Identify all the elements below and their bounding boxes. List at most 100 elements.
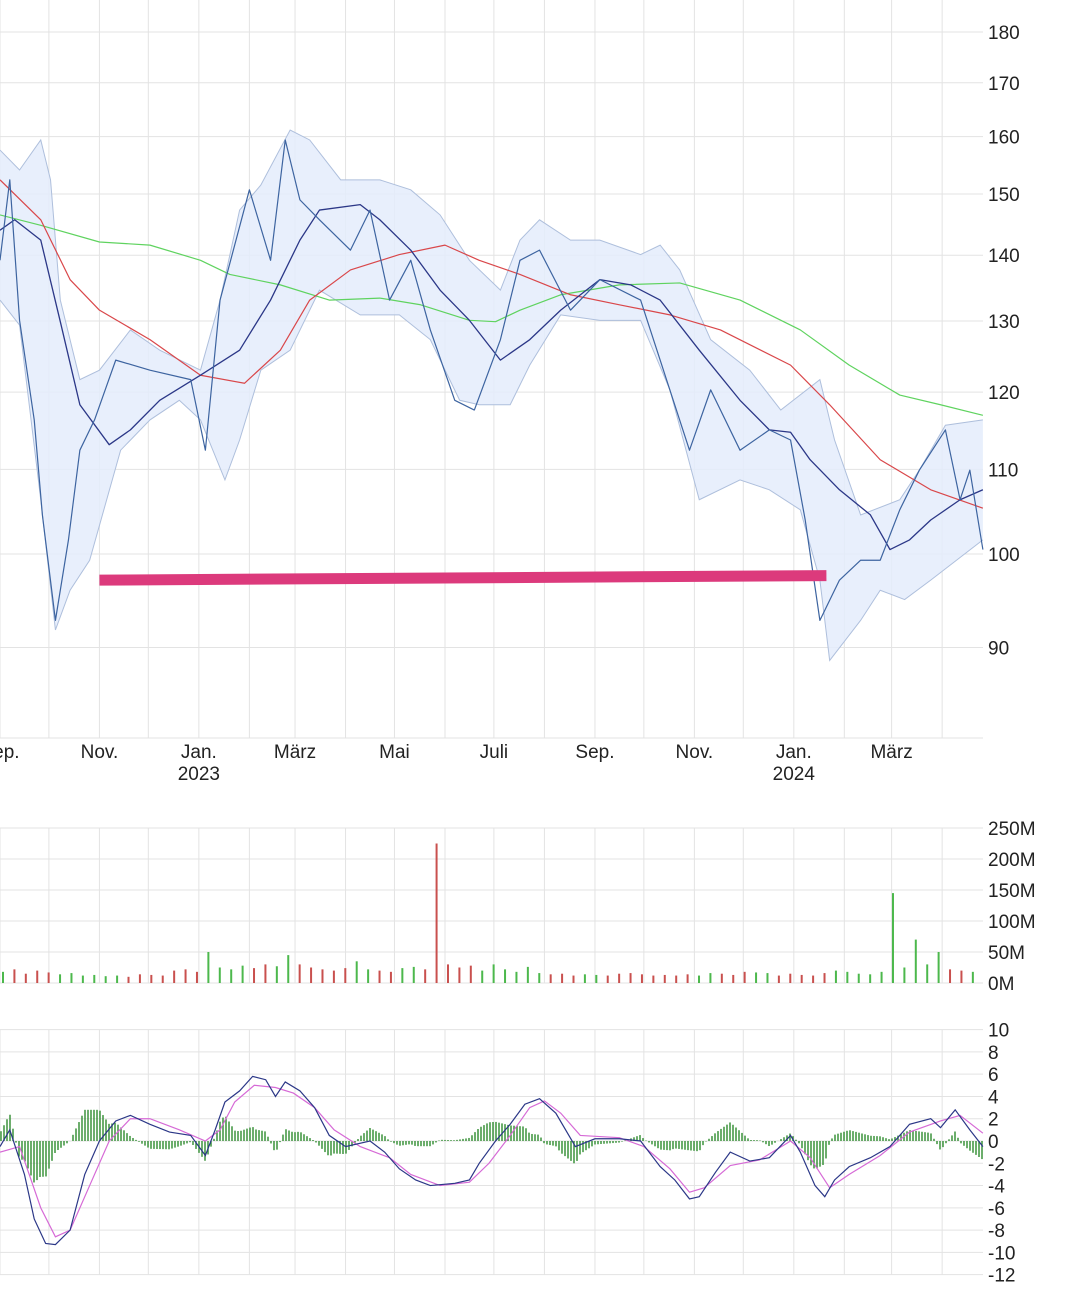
volume-bar [526, 966, 529, 983]
date-axis-tick-label: März [274, 742, 316, 763]
price-panel: 90 100 110 120 130 140 150 160 170 180 Sep. Nov. Jan… [0, 0, 1020, 785]
macd-axis-tick-label: -6 [988, 1199, 1005, 1220]
volume-bar [572, 975, 575, 983]
volume-axis-tick-label: 100M [988, 912, 1036, 933]
volume-bar [698, 975, 701, 983]
volume-bar [663, 974, 666, 983]
price-axis-tick-label: 90 [988, 639, 1009, 660]
macd-axis-tick-label: 4 [988, 1087, 999, 1108]
macd-axis-tick-label: -12 [988, 1266, 1015, 1287]
date-axis-tick-label: Jan. [776, 742, 812, 763]
volume-bar [230, 969, 233, 983]
volume-bar [150, 974, 153, 983]
moving-average-short-line [0, 204, 984, 551]
volume-axis-tick-label: 50M [988, 943, 1025, 964]
volume-bar [504, 969, 507, 983]
volume-bar [823, 973, 826, 983]
volume-bar [652, 975, 655, 983]
volume-bar [914, 939, 917, 983]
volume-bar [412, 966, 415, 983]
volume-bar [812, 975, 815, 983]
macd-axis-tick-label: 0 [988, 1132, 999, 1153]
volume-bar [13, 969, 16, 983]
volume-bar [332, 970, 335, 983]
macd-axis-tick-label: 8 [988, 1043, 999, 1064]
volume-bar [446, 964, 449, 983]
volume-bar [264, 964, 267, 983]
volume-bar [880, 971, 883, 983]
volume-bar [116, 975, 119, 983]
macd-axis-tick-label: -10 [988, 1243, 1015, 1264]
volume-bar [138, 974, 141, 983]
volume-bar [401, 968, 404, 983]
volume-bar [241, 965, 244, 983]
price-axis-tick-label: 180 [988, 23, 1020, 44]
volume-bar [36, 970, 39, 983]
close-price-line [0, 139, 984, 621]
volume-axis-tick-label: 200M [988, 850, 1036, 871]
volume-bar [949, 969, 952, 983]
volume-bar [389, 971, 392, 983]
volume-bar [492, 964, 495, 983]
price-axis-tick-label: 120 [988, 383, 1020, 404]
volume-bar [777, 975, 780, 983]
volume-bar [59, 974, 62, 983]
volume-bar [275, 966, 278, 983]
date-axis-tick-label: Mai [379, 742, 410, 763]
date-axis-tick-label: Nov. [81, 742, 119, 763]
volume-bar [344, 968, 347, 983]
volume-bar [891, 893, 894, 983]
volume-bar [595, 974, 598, 983]
macd-axis-tick-label: 2 [988, 1110, 999, 1131]
price-axis-tick-label: 100 [988, 545, 1020, 566]
volume-bar [640, 974, 643, 983]
date-axis-tick-label: Sep. [575, 742, 614, 763]
price-axis-tick-label: 170 [988, 74, 1020, 95]
date-axis-year-label: 2024 [773, 764, 816, 785]
volume-bar [253, 968, 256, 983]
price-axis-tick-label: 140 [988, 246, 1020, 267]
volume-bar [458, 967, 461, 983]
volume-bar [47, 972, 50, 983]
volume-bar [789, 973, 792, 983]
volume-bar [310, 967, 313, 983]
volume-bar [743, 971, 746, 983]
volume-bar [70, 973, 73, 983]
macd-signal-line [0, 1084, 984, 1238]
volume-bar [378, 970, 381, 983]
volume-bar [709, 973, 712, 983]
volume-bar [184, 969, 187, 983]
volume-bar [161, 975, 164, 983]
volume-bar [720, 973, 723, 983]
volume-bar [127, 976, 130, 983]
volume-panel: 0M 50M 100M 150M 200M 250M [0, 819, 1036, 995]
volume-bar [561, 973, 564, 983]
date-axis-tick-label: März [870, 742, 912, 763]
volume-bar [481, 970, 484, 983]
moving-average-long-line [0, 214, 984, 416]
macd-axis-tick-label: 6 [988, 1065, 999, 1086]
volume-bar [686, 974, 689, 983]
date-axis-tick-label: Sep. [0, 742, 20, 763]
price-axis-tick-label: 160 [988, 128, 1020, 149]
macd-axis-tick-label: 10 [988, 1021, 1009, 1042]
volume-bar [800, 974, 803, 983]
macd-axis-tick-label: -4 [988, 1177, 1005, 1198]
volume-bar [846, 971, 849, 983]
volume-axis-tick-label: 250M [988, 819, 1036, 840]
volume-axis-tick-label: 0M [988, 974, 1014, 995]
volume-bar [618, 973, 621, 983]
volume-bar [469, 965, 472, 983]
date-axis-tick-label: Nov. [676, 742, 714, 763]
volume-bar [675, 975, 678, 983]
moving-average-mid-line [0, 179, 984, 509]
volume-bar [424, 969, 427, 983]
volume-bar [766, 973, 769, 983]
volume-axis-tick-label: 150M [988, 881, 1036, 902]
bollinger-upper-line [0, 129, 983, 516]
bollinger-band-area [0, 130, 983, 661]
date-axis-tick-label: Jan. [181, 742, 217, 763]
volume-bar [755, 972, 758, 983]
